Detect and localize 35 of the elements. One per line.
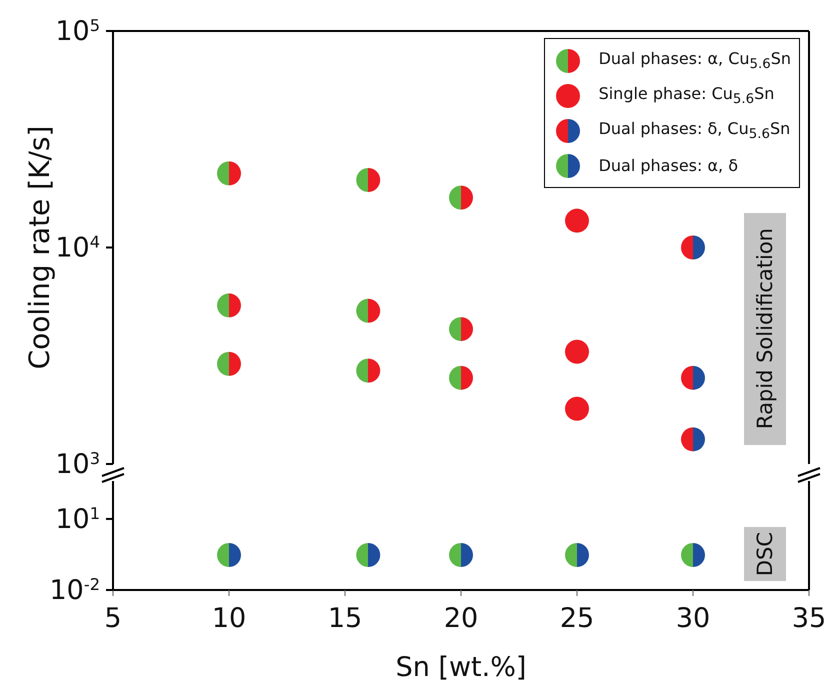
x-tick-label: 5 xyxy=(104,603,122,634)
point xyxy=(681,427,705,452)
point xyxy=(681,236,705,260)
x-tick-label: 10 xyxy=(212,603,246,634)
legend-label: Dual phases: α, Cu$_{5.6}$Sn xyxy=(598,48,791,72)
point xyxy=(449,186,473,210)
point xyxy=(449,366,473,390)
point xyxy=(356,298,380,323)
point xyxy=(565,208,589,233)
x-tick-label: 25 xyxy=(560,603,594,634)
x-tick-label: 30 xyxy=(676,603,710,634)
y-axis-title: Cooling rate [K/s] xyxy=(22,126,56,370)
point xyxy=(565,340,589,364)
y-tick-label: 10$^{5}$ xyxy=(55,16,100,47)
point xyxy=(449,317,473,342)
point xyxy=(681,366,705,390)
x-tick-label: 35 xyxy=(792,603,826,634)
point xyxy=(565,396,589,421)
x-axis-title: Sn [wt.%] xyxy=(396,652,526,682)
x-tick-label: 20 xyxy=(444,603,478,634)
annotation: Rapid Solidification xyxy=(753,228,777,430)
y-tick-label: 10$^{-2}$ xyxy=(50,574,100,606)
point xyxy=(217,161,241,186)
legend-label: Single phase: Cu$_{5.6}$Sn xyxy=(598,84,774,108)
point xyxy=(217,352,241,376)
legend-label: Dual phases: δ, Cu$_{5.6}$Sn xyxy=(598,118,790,142)
y-tick-label: 10$^{1}$ xyxy=(55,503,100,535)
y-tick-label: 10$^{3}$ xyxy=(55,448,100,480)
text: Dual phases: α, δ xyxy=(598,156,738,175)
annotation: DSC xyxy=(753,532,777,576)
x-tick-label: 15 xyxy=(328,603,362,634)
point xyxy=(356,168,380,192)
y-tick-label: 10$^{4}$ xyxy=(55,232,100,264)
point xyxy=(356,358,380,383)
point xyxy=(217,293,241,318)
